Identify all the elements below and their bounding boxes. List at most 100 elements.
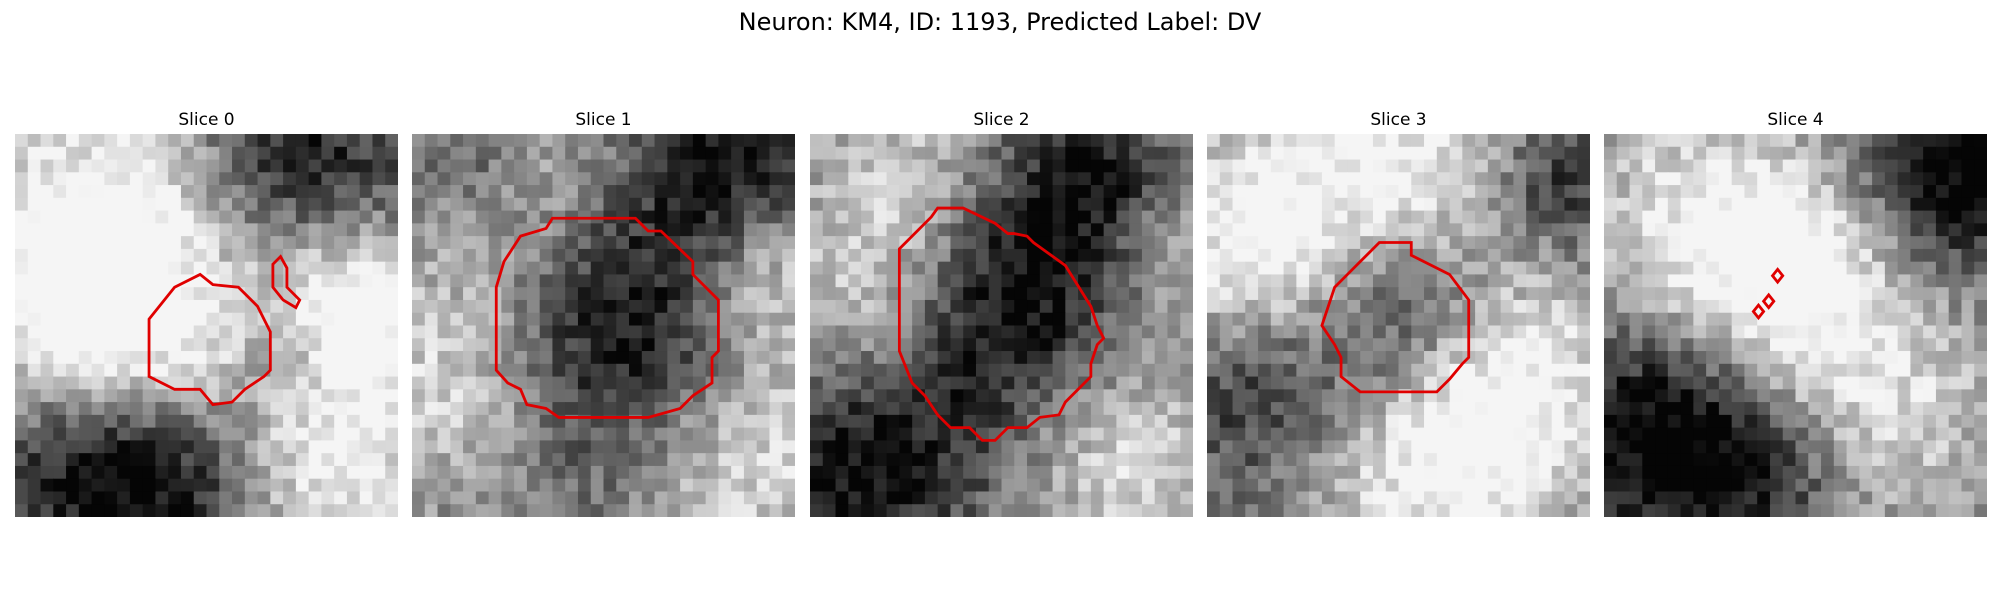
- image-pixel: [180, 338, 195, 352]
- image-pixel: [1360, 210, 1374, 224]
- image-pixel: [1154, 363, 1168, 378]
- image-pixel: [1116, 478, 1130, 492]
- image-pixel: [667, 223, 681, 237]
- image-pixel: [782, 223, 795, 237]
- image-pixel: [372, 453, 386, 467]
- image-pixel: [501, 402, 515, 416]
- image-pixel: [1334, 146, 1348, 161]
- image-pixel: [1385, 146, 1400, 161]
- image-pixel: [822, 338, 837, 352]
- image-pixel: [988, 376, 1003, 390]
- image-pixel: [975, 465, 990, 480]
- image-pixel: [912, 363, 926, 378]
- image-pixel: [1577, 159, 1590, 173]
- image-pixel: [886, 274, 900, 288]
- image-pixel: [1283, 274, 1297, 288]
- image-pixel: [861, 274, 875, 288]
- image-pixel: [1475, 312, 1489, 327]
- image-pixel: [66, 504, 80, 517]
- image-pixel: [219, 440, 233, 454]
- image-pixel: [91, 491, 105, 505]
- image-pixel: [552, 491, 566, 505]
- image-pixel: [861, 325, 875, 339]
- image-pixel: [1090, 299, 1105, 314]
- image-pixel: [1052, 287, 1066, 301]
- image-pixel: [731, 223, 745, 237]
- image-pixel: [1027, 402, 1041, 416]
- image-pixel: [1833, 287, 1848, 301]
- image-pixel: [1859, 172, 1873, 186]
- image-pixel: [1129, 440, 1143, 454]
- image-pixel: [1360, 274, 1374, 288]
- image-pixel: [1245, 185, 1259, 199]
- image-pixel: [78, 491, 93, 505]
- image-pixel: [1449, 134, 1463, 148]
- image-pixel: [129, 274, 144, 288]
- image-pixel: [1821, 210, 1835, 224]
- image-pixel: [1141, 478, 1156, 492]
- image-pixel: [731, 274, 745, 288]
- image-pixel: [1808, 402, 1822, 416]
- image-pixel: [1500, 465, 1514, 480]
- image-pixel: [1769, 236, 1784, 250]
- image-pixel: [359, 491, 373, 505]
- image-pixel: [1385, 465, 1400, 480]
- image-pixel: [848, 236, 862, 250]
- image-pixel: [718, 453, 732, 467]
- image-pixel: [1923, 210, 1937, 224]
- image-pixel: [1141, 312, 1156, 327]
- image-pixel: [1718, 453, 1733, 467]
- image-pixel: [1334, 210, 1348, 224]
- image-pixel: [1487, 261, 1502, 275]
- image-pixel: [782, 210, 795, 224]
- image-pixel: [590, 146, 605, 161]
- image-pixel: [1833, 389, 1848, 403]
- image-pixel: [963, 351, 977, 365]
- image-pixel: [861, 312, 875, 327]
- image-pixel: [526, 287, 541, 301]
- image-pixel: [1667, 351, 1682, 365]
- image-pixel: [526, 414, 541, 429]
- image-pixel: [168, 427, 182, 441]
- image-pixel: [1616, 389, 1631, 403]
- image-pixel: [1564, 172, 1578, 186]
- image-pixel: [66, 351, 80, 365]
- image-pixel: [539, 465, 553, 480]
- image-pixel: [1821, 491, 1835, 505]
- image-pixel: [15, 389, 29, 403]
- image-pixel: [782, 261, 795, 275]
- image-pixel: [206, 363, 220, 378]
- image-pixel: [1693, 351, 1707, 365]
- image-pixel: [743, 465, 758, 480]
- image-pixel: [1538, 197, 1553, 212]
- image-pixel: [1462, 146, 1476, 161]
- image-pixel: [244, 210, 259, 224]
- image-pixel: [743, 351, 758, 365]
- image-pixel: [334, 440, 348, 454]
- image-pixel: [1795, 261, 1809, 275]
- image-pixel: [835, 389, 849, 403]
- image-pixel: [1642, 453, 1656, 467]
- image-pixel: [501, 351, 515, 365]
- image-pixel: [1782, 402, 1797, 416]
- image-pixel: [27, 261, 42, 275]
- image-pixel: [1782, 312, 1797, 327]
- image-pixel: [1141, 440, 1156, 454]
- image-pixel: [1475, 338, 1489, 352]
- image-pixel: [924, 338, 939, 352]
- image-pixel: [1103, 274, 1117, 288]
- image-pixel: [1731, 338, 1745, 352]
- image-pixel: [1935, 210, 1950, 224]
- image-pixel: [654, 210, 668, 224]
- image-pixel: [667, 491, 681, 505]
- image-pixel: [835, 376, 849, 390]
- image-pixel: [308, 504, 322, 517]
- image-pixel: [1629, 478, 1643, 492]
- image-pixel: [1129, 146, 1143, 161]
- image-pixel: [667, 210, 681, 224]
- image-pixel: [334, 248, 348, 263]
- image-pixel: [1014, 287, 1028, 301]
- image-pixel: [822, 312, 837, 327]
- image-pixel: [718, 261, 732, 275]
- image-pixel: [718, 402, 732, 416]
